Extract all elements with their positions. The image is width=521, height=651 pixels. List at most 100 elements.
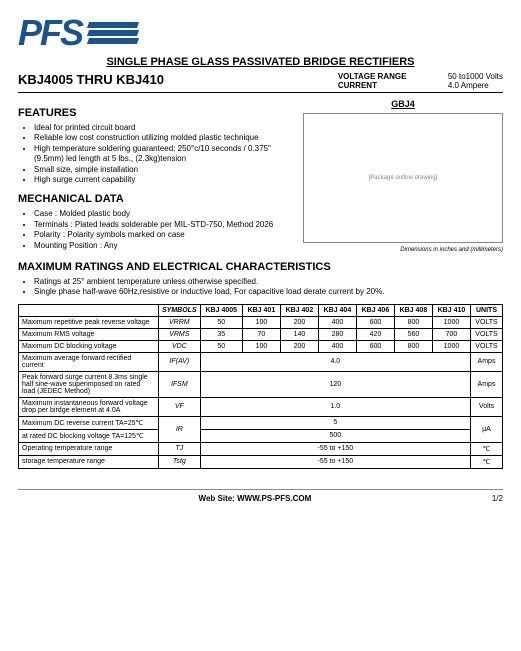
cell-param: Maximum DC blocking voltage bbox=[19, 340, 159, 352]
cell-param: Maximum average forward rectified curren… bbox=[19, 352, 159, 371]
cell-val: 500 bbox=[200, 429, 470, 442]
cell-val: 50 bbox=[200, 316, 242, 328]
ratings-notes: Ratings at 25° ambient temperature unles… bbox=[34, 277, 503, 298]
list-item: Terminals : Plated leads solderable per … bbox=[34, 220, 293, 230]
page-num: 1/2 bbox=[492, 494, 503, 503]
mech-title: MECHANICAL DATA bbox=[18, 193, 293, 205]
th-part: KBJ 408 bbox=[394, 304, 432, 316]
table-row: Peak forward surge current 8.3ms single … bbox=[19, 371, 503, 397]
current-value: 4.0 Ampere bbox=[448, 81, 489, 90]
cell-val: 5 bbox=[200, 416, 470, 429]
table-row: Maximum repetitive peak reverse voltage V… bbox=[19, 316, 503, 328]
list-item: Polarity : Polarity symbols marked on ca… bbox=[34, 230, 293, 240]
th-part: KBJ 406 bbox=[356, 304, 394, 316]
logo-stripes bbox=[88, 22, 138, 44]
cell-unit: VOLTS bbox=[471, 316, 503, 328]
footer: Web Site: WWW.PS-PFS.COM 1/2 bbox=[18, 489, 503, 503]
main-title: SINGLE PHASE GLASS PASSIVATED BRIDGE REC… bbox=[18, 56, 503, 68]
cell-val: 400 bbox=[318, 340, 356, 352]
list-item: Single phase half-wave 60Hz,resistive or… bbox=[34, 287, 503, 297]
cell-val: 1000 bbox=[432, 340, 470, 352]
specs: VOLTAGE RANGE 50 to1000 Volts CURRENT 4.… bbox=[338, 72, 503, 90]
cell-val: 800 bbox=[394, 340, 432, 352]
table-row: storage temperature rangeTstg-55 to +150… bbox=[19, 455, 503, 468]
th-part: KBJ 410 bbox=[432, 304, 470, 316]
list-item: Small size, simple installation bbox=[34, 165, 293, 175]
cell-unit: ℃ bbox=[471, 455, 503, 468]
cell-val: 700 bbox=[432, 328, 470, 340]
th-blank bbox=[19, 304, 159, 316]
ratings-title: MAXIMUM RATINGS AND ELECTRICAL CHARACTER… bbox=[18, 261, 503, 273]
cell-sym: TJ bbox=[159, 442, 201, 455]
table-row: Maximum RMS voltageVRMS35701402804205607… bbox=[19, 328, 503, 340]
table-row: Maximum DC blocking voltageVDC5010020040… bbox=[19, 340, 503, 352]
cell-val: 100 bbox=[242, 316, 280, 328]
features-list: Ideal for printed circuit boardReliable … bbox=[34, 123, 293, 185]
cell-param: at rated DC blocking voltage TA=125℃ bbox=[19, 429, 159, 442]
cell-sym: IFSM bbox=[159, 371, 201, 397]
cell-val: -55 to +150 bbox=[200, 455, 470, 468]
cell-val: 280 bbox=[318, 328, 356, 340]
table-row: Maximum instantaneous forward voltage dr… bbox=[19, 397, 503, 416]
dim-note: Dimensions in inches and (millimeters) bbox=[303, 247, 503, 253]
logo: PFS bbox=[18, 12, 503, 54]
list-item: High surge current capability bbox=[34, 175, 293, 185]
logo-text: PFS bbox=[18, 12, 82, 54]
th-part: KBJ 404 bbox=[318, 304, 356, 316]
cell-val: 35 bbox=[200, 328, 242, 340]
current-label: CURRENT bbox=[338, 81, 428, 90]
th-symbols: SYMBOLS bbox=[159, 304, 201, 316]
table-row: Operating temperature rangeTJ-55 to +150… bbox=[19, 442, 503, 455]
list-item: High temperature soldering guaranteed: 2… bbox=[34, 144, 293, 165]
cell-sym: VRMS bbox=[159, 328, 201, 340]
list-item: Ideal for printed circuit board bbox=[34, 123, 293, 133]
list-item: Ratings at 25° ambient temperature unles… bbox=[34, 277, 503, 287]
table-row: Maximum average forward rectified curren… bbox=[19, 352, 503, 371]
table-row: at rated DC blocking voltage TA=125℃ 500 bbox=[19, 429, 503, 442]
voltage-value: 50 to1000 Volts bbox=[448, 72, 503, 81]
header-row: KBJ4005 THRU KBJ410 VOLTAGE RANGE 50 to1… bbox=[18, 72, 503, 93]
cell-param: Operating temperature range bbox=[19, 442, 159, 455]
mech-list: Case : Molded plastic bodyTerminals : Pl… bbox=[34, 209, 293, 251]
footer-url: WWW.PS-PFS.COM bbox=[237, 494, 311, 503]
cell-param: storage temperature range bbox=[19, 455, 159, 468]
list-item: Reliable low cost construction utilizing… bbox=[34, 133, 293, 143]
cell-val: 600 bbox=[356, 340, 394, 352]
cell-val: 1000 bbox=[432, 316, 470, 328]
cell-val: 420 bbox=[356, 328, 394, 340]
cell-sym: Tstg bbox=[159, 455, 201, 468]
cell-param: Maximum RMS voltage bbox=[19, 328, 159, 340]
cell-val: 4.0 bbox=[200, 352, 470, 371]
features-title: FEATURES bbox=[18, 107, 293, 119]
cell-val: 100 bbox=[242, 340, 280, 352]
cell-val: 560 bbox=[394, 328, 432, 340]
table-row: Maximum DC reverse current TA=25℃IR5μA bbox=[19, 416, 503, 429]
cell-val: 70 bbox=[242, 328, 280, 340]
cell-unit: VOLTS bbox=[471, 328, 503, 340]
cell-param: Maximum instantaneous forward voltage dr… bbox=[19, 397, 159, 416]
cell-val: 1.0 bbox=[200, 397, 470, 416]
cell-unit: Volts bbox=[471, 397, 503, 416]
th-units: UNITS bbox=[471, 304, 503, 316]
cell-unit: μA bbox=[471, 416, 503, 442]
cell-unit: VOLTS bbox=[471, 340, 503, 352]
cell-param: Maximum DC reverse current TA=25℃ bbox=[19, 416, 159, 429]
th-part: KBJ 4005 bbox=[200, 304, 242, 316]
footer-label: Web Site: bbox=[199, 494, 235, 503]
cell-val: -55 to +150 bbox=[200, 442, 470, 455]
list-item: Mounting Position : Any bbox=[34, 241, 293, 251]
cell-val: 600 bbox=[356, 316, 394, 328]
cell-param: Peak forward surge current 8.3ms single … bbox=[19, 371, 159, 397]
ratings-table: SYMBOLS KBJ 4005KBJ 401KBJ 402KBJ 404KBJ… bbox=[18, 304, 503, 469]
list-item: Case : Molded plastic body bbox=[34, 209, 293, 219]
cell-sym: VDC bbox=[159, 340, 201, 352]
cell-val: 120 bbox=[200, 371, 470, 397]
cell-val: 400 bbox=[318, 316, 356, 328]
cell-unit: Amps bbox=[471, 371, 503, 397]
cell-val: 200 bbox=[280, 316, 318, 328]
cell-sym: IR bbox=[159, 416, 201, 442]
cell-unit: ℃ bbox=[471, 442, 503, 455]
cell-param: Maximum repetitive peak reverse voltage bbox=[19, 316, 159, 328]
th-part: KBJ 402 bbox=[280, 304, 318, 316]
cell-val: 50 bbox=[200, 340, 242, 352]
